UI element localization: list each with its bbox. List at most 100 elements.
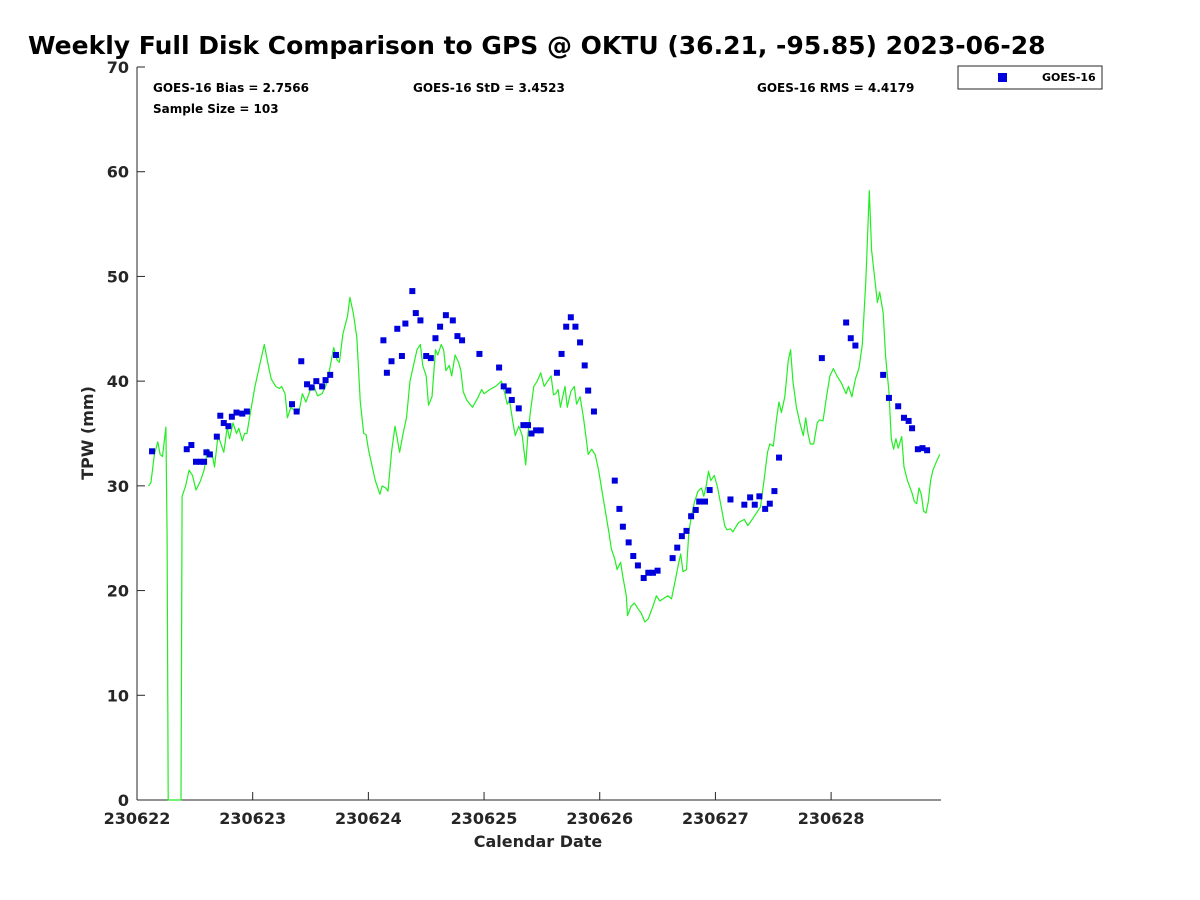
goes16-data-point: [402, 320, 409, 327]
x-tick-label: 230624: [335, 809, 402, 828]
goes16-data-point: [454, 333, 461, 340]
goes16-data-point: [213, 433, 220, 440]
legend-marker-goes16: [998, 73, 1007, 82]
goes16-data-point: [423, 353, 430, 360]
goes16-data-point: [183, 446, 190, 453]
goes16-data-point: [528, 430, 535, 437]
y-tick-label: 60: [107, 163, 129, 182]
x-tick-label: 230628: [798, 809, 865, 828]
chart-title: Weekly Full Disk Comparison to GPS @ OKT…: [28, 31, 1046, 60]
goes16-data-point: [683, 527, 690, 534]
x-tick-label: 230622: [104, 809, 171, 828]
goes16-data-point: [289, 401, 296, 408]
series-layer: [148, 190, 941, 801]
goes16-data-point: [630, 553, 637, 560]
goes16-data-point: [880, 371, 887, 378]
goes16-data-point: [308, 384, 315, 391]
goes16-data-point: [432, 335, 439, 342]
goes16-data-point: [625, 539, 632, 546]
goes16-data-point: [756, 493, 763, 500]
goes16-data-point: [577, 339, 584, 346]
goes16-data-point: [459, 337, 466, 344]
goes16-data-point: [674, 544, 681, 551]
goes16-data-point: [900, 414, 907, 421]
legend-label-goes16: GOES-16: [1042, 71, 1096, 84]
goes16-data-point: [505, 387, 512, 394]
goes16-data-point: [476, 350, 483, 357]
goes16-data-point: [645, 569, 652, 576]
sample-size-stat: Sample Size = 103: [153, 102, 279, 116]
goes16-data-point: [696, 498, 703, 505]
goes16-data-point: [525, 422, 532, 429]
x-tick-label: 230626: [566, 809, 633, 828]
goes16-data-point: [442, 312, 449, 319]
goes16-data-point: [380, 337, 387, 344]
goes16-data-point: [298, 358, 305, 365]
goes16-data-point: [398, 353, 405, 360]
goes16-data-point: [388, 358, 395, 365]
goes16-data-point: [319, 383, 326, 390]
goes16-data-point: [919, 445, 926, 452]
goes16-data-point: [394, 325, 401, 332]
x-tick-label: 230623: [219, 809, 286, 828]
goes16-data-point: [634, 562, 641, 569]
y-tick-label: 70: [107, 58, 129, 77]
y-axis-ticks: 0 10 20 30 40 50 60 70: [107, 58, 145, 810]
goes16-data-point: [558, 350, 565, 357]
goes16-data-point: [412, 310, 419, 317]
goes16-data-point: [332, 351, 339, 358]
goes16-data-point: [640, 575, 647, 582]
goes16-data-point: [611, 477, 618, 484]
goes16-data-point: [197, 458, 204, 465]
goes16-data-point: [537, 427, 544, 434]
goes16-data-point: [233, 409, 240, 416]
goes16-data-point: [500, 383, 507, 390]
goes16-data-point: [843, 319, 850, 326]
goes16-data-point: [669, 555, 676, 562]
legend-box: [957, 65, 1103, 90]
goes16-data-point: [437, 323, 444, 330]
bias-stat: GOES-16 Bias = 2.7566: [153, 81, 309, 95]
goes16-data-point: [914, 446, 921, 453]
goes16-data-point: [590, 408, 597, 415]
goes16-data-point: [766, 500, 773, 507]
rms-stat: GOES-16 RMS = 4.4179: [757, 81, 914, 95]
y-tick-label: 0: [118, 791, 129, 810]
goes16-data-point: [747, 494, 754, 501]
goes16-data-point: [572, 323, 579, 330]
goes16-data-point: [417, 317, 424, 324]
goes16-data-point: [206, 451, 213, 458]
goes16-data-point: [678, 533, 685, 540]
goes16-data-point: [220, 420, 227, 427]
goes16-data-point: [427, 355, 434, 362]
x-tick-label: 230625: [451, 809, 518, 828]
goes16-data-point: [201, 458, 208, 465]
goes16-data-point: [293, 408, 300, 415]
y-tick-label: 20: [107, 582, 129, 601]
goes16-data-point: [852, 342, 859, 349]
y-tick-label: 50: [107, 267, 129, 286]
goes16-data-point: [533, 427, 540, 434]
goes16-data-point: [327, 371, 334, 378]
goes16-data-point: [203, 449, 210, 456]
goes16-data-point: [885, 394, 892, 401]
x-axis-label: Calendar Date: [474, 832, 603, 851]
legend: GOES-16: [957, 65, 1103, 90]
goes16-data-point: [905, 417, 912, 424]
goes16-data-point: [581, 362, 588, 369]
goes16-data-point: [706, 487, 713, 494]
goes16-data-point: [649, 569, 656, 576]
goes16-data-point: [243, 408, 250, 415]
goes16-data-point: [895, 403, 902, 410]
y-tick-label: 40: [107, 372, 129, 391]
goes16-data-point: [751, 501, 758, 508]
goes16-data-point: [313, 378, 320, 385]
goes16-data-point: [567, 314, 574, 321]
goes16-data-point: [188, 442, 195, 449]
goes16-data-point: [818, 355, 825, 362]
goes16-data-point: [702, 498, 709, 505]
goes16-data-point: [149, 448, 156, 455]
goes16-data-point: [847, 335, 854, 342]
goes16-data-point: [322, 377, 329, 384]
